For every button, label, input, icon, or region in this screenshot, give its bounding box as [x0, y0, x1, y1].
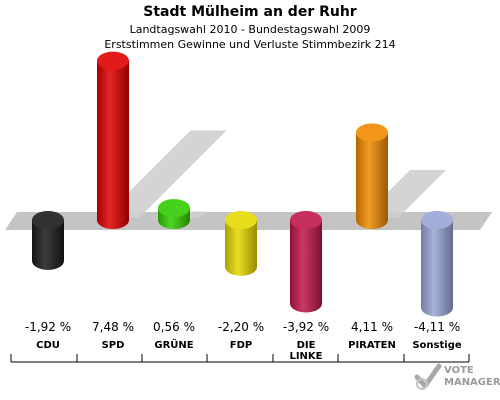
- chart-subtitle-election: Landtagswahl 2010 - Bundestagswahl 2009: [129, 23, 371, 36]
- bar-gruene: [158, 199, 190, 229]
- value-label-spd: 7,48 %: [92, 320, 134, 334]
- category-label-die-linke: DIE LINKE: [289, 340, 322, 362]
- value-label-piraten: 4,11 %: [351, 320, 393, 334]
- bar-fdp: [225, 211, 257, 276]
- value-label-gruene: 0,56 %: [153, 320, 195, 334]
- bar-die-linke: [290, 211, 322, 313]
- category-label-sonstige: Sonstige: [412, 340, 462, 351]
- category-label-piraten: PIRATEN: [348, 340, 396, 351]
- bar-cdu: [32, 211, 64, 270]
- category-label-gruene: GRÜNE: [154, 337, 193, 351]
- value-label-sonstige: -4,11 %: [414, 320, 460, 334]
- bar-piraten: [356, 123, 388, 229]
- value-labels: -1,92 % 7,48 % 0,56 % -2,20 % -3,92 % 4,11 % -…: [25, 320, 460, 334]
- chart-title: Stadt Mülheim an der Ruhr: [143, 4, 357, 20]
- value-label-cdu: -1,92 %: [25, 320, 71, 334]
- bar-spd: [97, 51, 129, 230]
- chart-subtitle-district: Erststimmen Gewinne und Verluste Stimmbe…: [104, 38, 396, 51]
- category-label-spd: SPD: [102, 340, 125, 351]
- logo-text-vote: VOTE: [444, 365, 474, 376]
- bars: [32, 51, 453, 317]
- category-label-cdu: CDU: [36, 340, 60, 351]
- category-label-fdp: FDP: [230, 340, 252, 351]
- bar-shadow-spd: [103, 130, 227, 218]
- bar-sonstige: [421, 211, 453, 317]
- logo-text-manager: MANAGER: [444, 377, 500, 388]
- category-axis: CDU SPD GRÜNE FDP DIE LINKE PIRATEN Sonstige: [10, 337, 470, 363]
- value-label-die-linke: -3,92 %: [283, 320, 329, 334]
- vote-manager-logo: VOTE MANAGER: [414, 362, 500, 394]
- checkmark-ballot-icon: [414, 363, 442, 390]
- value-label-fdp: -2,20 %: [218, 320, 264, 334]
